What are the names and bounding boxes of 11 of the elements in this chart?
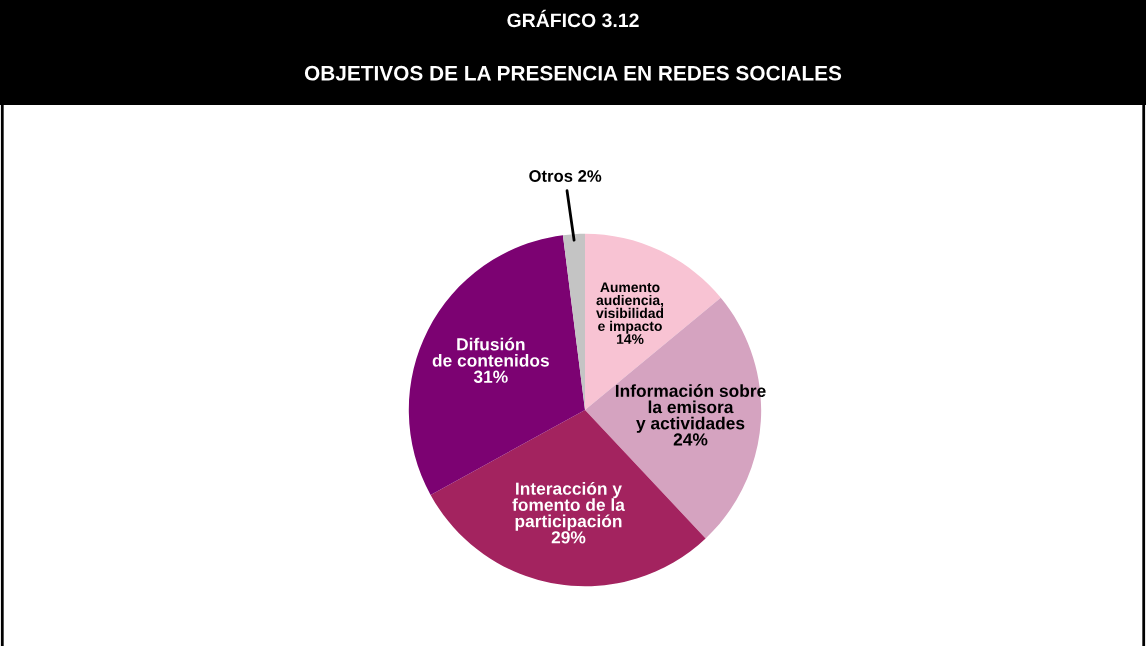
- data-label: 31%: [473, 370, 508, 383]
- slice-label: Información sobre la emisora y actividades: [615, 384, 766, 433]
- data-label: 14%: [616, 334, 644, 344]
- chart-title: GRÁFICO 3.12: [507, 9, 639, 28]
- slice-label: Interacción y fomento de la participación: [512, 481, 625, 531]
- slice-label: Difusión de contenidos: [432, 337, 549, 367]
- chart-subtitle: OBJETIVOS DE LA PRESENCIA EN REDES SOCIALES: [304, 65, 842, 81]
- slice-label: Aumento audiencia, visibilidad e impacto: [596, 282, 664, 334]
- data-label: 24%: [673, 433, 708, 446]
- slice-label: Otros 2%: [529, 170, 602, 182]
- data-label: 29%: [551, 531, 586, 544]
